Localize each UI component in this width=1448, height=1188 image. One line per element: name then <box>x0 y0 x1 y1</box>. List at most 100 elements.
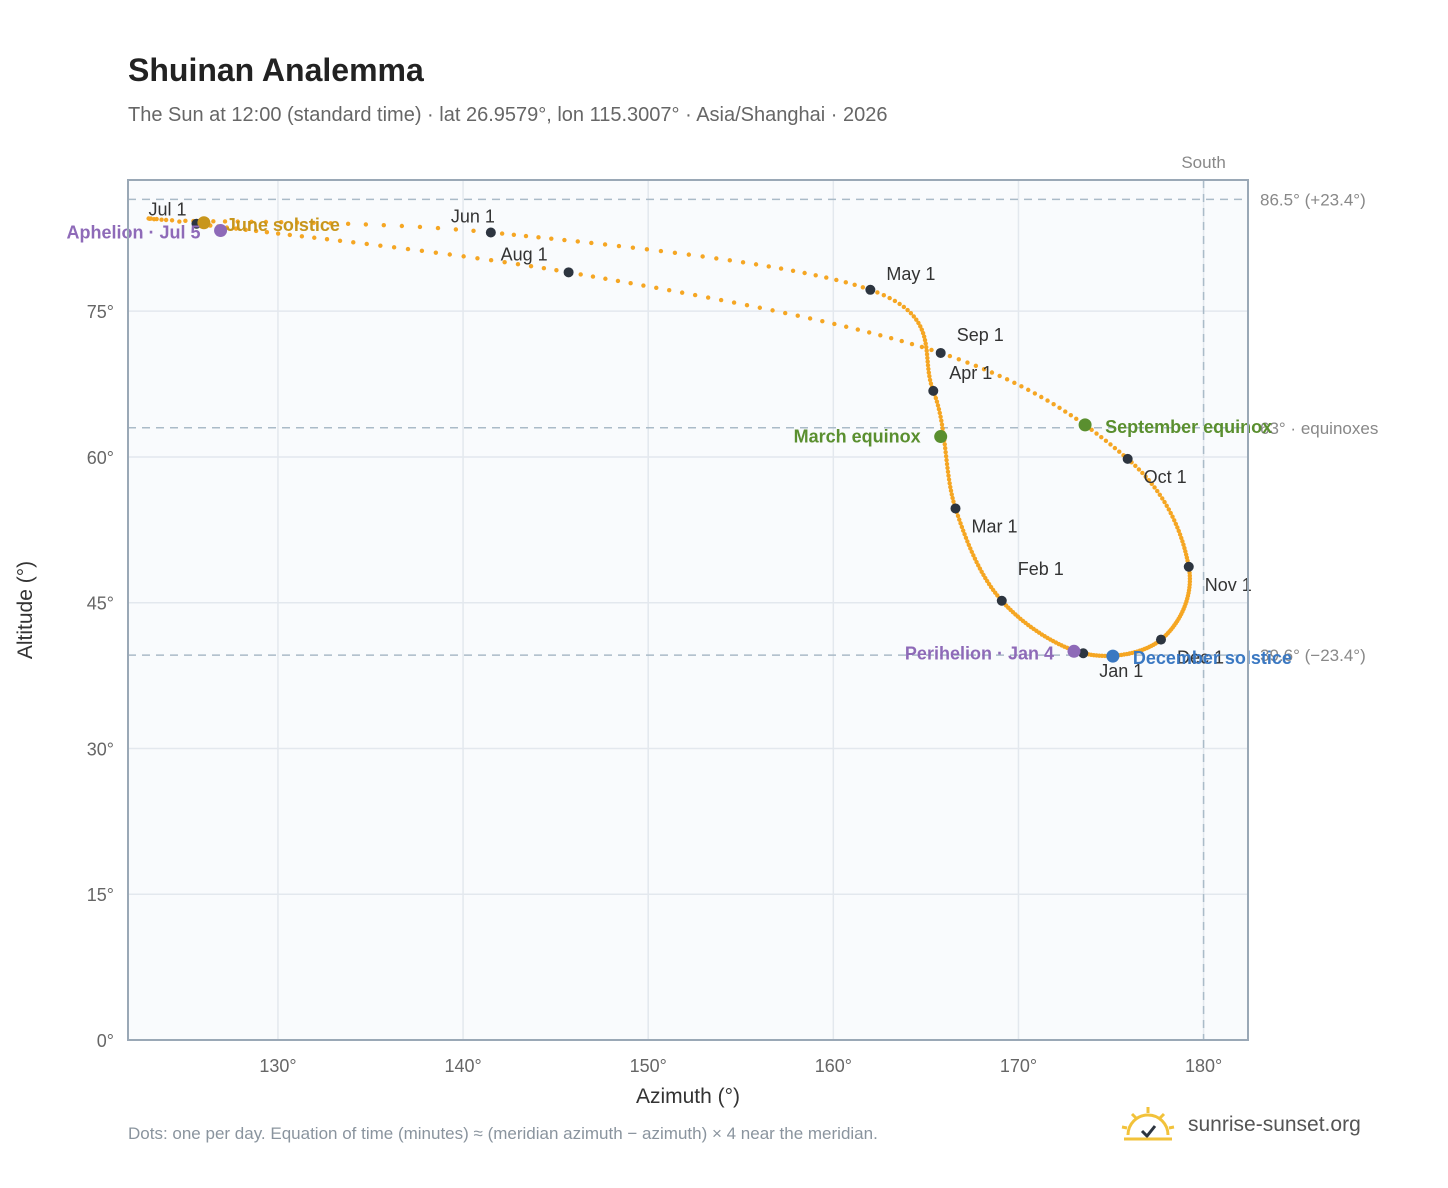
daily-dot <box>855 327 861 332</box>
daily-dot <box>1004 377 1010 382</box>
daily-dot <box>951 499 956 504</box>
daily-dot <box>924 352 930 357</box>
y-tick-label: 15° <box>87 885 114 905</box>
daily-dot <box>294 220 300 225</box>
daily-dot <box>989 370 995 375</box>
daily-dot <box>925 355 930 361</box>
daily-dot <box>945 465 950 471</box>
daily-dot <box>603 276 608 281</box>
daily-dot <box>1176 528 1181 534</box>
daily-dot <box>928 381 934 386</box>
chart-title: Shuinan Analemma <box>128 52 424 88</box>
daily-dot <box>1168 510 1173 516</box>
daily-dot <box>523 233 529 239</box>
daily-dot <box>1094 431 1099 436</box>
daily-dot <box>897 301 902 307</box>
daily-dot <box>939 418 944 423</box>
daily-dot <box>1089 427 1094 433</box>
daily-dot <box>921 334 927 339</box>
daily-dot <box>211 219 216 224</box>
daily-dot <box>159 217 164 222</box>
daily-dot <box>1181 542 1186 547</box>
daily-dot <box>929 347 934 353</box>
daily-dot <box>813 273 818 278</box>
sun-logo-icon <box>1121 1107 1175 1141</box>
daily-dot <box>935 403 941 408</box>
daily-dot <box>1112 445 1118 451</box>
daily-dot <box>936 406 942 412</box>
daily-dot <box>926 366 931 372</box>
daily-dot <box>843 324 849 329</box>
daily-dot <box>946 477 952 482</box>
daily-dot <box>1170 514 1175 519</box>
month-label: Jan 1 <box>1099 661 1143 681</box>
daily-dot <box>1155 488 1160 494</box>
daily-dot <box>909 341 915 347</box>
daily-dot <box>948 488 954 493</box>
daily-dot <box>1099 434 1104 440</box>
daily-dot <box>515 261 521 267</box>
daily-dot <box>731 300 737 305</box>
daily-dot <box>705 295 711 300</box>
daily-dot <box>405 246 411 252</box>
month-marker <box>1078 648 1089 659</box>
daily-dot <box>949 492 954 497</box>
daily-dot <box>148 216 154 221</box>
daily-dot <box>714 256 719 261</box>
daily-dot <box>299 234 305 239</box>
daily-dot <box>971 553 976 558</box>
daily-dot <box>892 298 898 304</box>
daily-dot <box>679 290 685 295</box>
daily-dot <box>1012 380 1017 386</box>
daily-dot <box>834 277 839 283</box>
month-label: Jul 1 <box>148 200 186 220</box>
daily-dot <box>968 546 973 551</box>
daily-dot <box>447 252 452 257</box>
daily-dot <box>499 231 505 236</box>
daily-dot <box>945 469 951 475</box>
daily-dot <box>1166 507 1171 512</box>
daily-dot <box>279 220 284 225</box>
daily-dot <box>956 357 961 362</box>
x-tick-label: 140° <box>444 1056 481 1076</box>
daily-dot <box>927 374 932 379</box>
daily-dot <box>1146 477 1151 483</box>
daily-dot <box>575 239 580 244</box>
daily-dot <box>562 237 567 243</box>
brand[interactable]: sunrise-sunset.org <box>1120 1100 1361 1150</box>
daily-dot <box>881 293 887 298</box>
meridian-label: South <box>1181 153 1225 172</box>
daily-dot <box>727 258 732 263</box>
daily-dot <box>740 260 746 265</box>
daily-dot <box>875 290 880 295</box>
event-label: March equinox <box>794 427 921 447</box>
y-tick-label: 45° <box>87 594 114 614</box>
daily-dot <box>905 307 910 313</box>
daily-dot <box>944 461 950 467</box>
daily-dot <box>919 344 925 350</box>
daily-dot <box>154 216 159 222</box>
daily-dot <box>1133 463 1138 469</box>
daily-dot <box>943 446 948 451</box>
daily-dot <box>1068 412 1074 418</box>
daily-dot <box>233 226 239 231</box>
daily-dot <box>222 219 228 224</box>
daily-dot <box>820 318 825 324</box>
month-label: Oct 1 <box>1144 467 1187 487</box>
daily-dot <box>461 254 466 259</box>
daily-dot <box>1117 449 1122 454</box>
daily-dot <box>948 484 953 490</box>
daily-dot <box>1180 539 1185 544</box>
daily-dot <box>807 316 813 321</box>
x-tick-label: 150° <box>630 1056 667 1076</box>
daily-dot <box>235 219 240 224</box>
daily-dot <box>908 310 914 316</box>
daily-dot <box>966 542 972 548</box>
daily-dot <box>922 337 928 343</box>
daily-dot <box>549 236 554 241</box>
daily-dot <box>947 481 952 486</box>
daily-dot <box>1177 532 1183 537</box>
daily-dot <box>1175 525 1180 530</box>
daily-dot <box>311 220 316 226</box>
daily-dot <box>616 243 622 249</box>
